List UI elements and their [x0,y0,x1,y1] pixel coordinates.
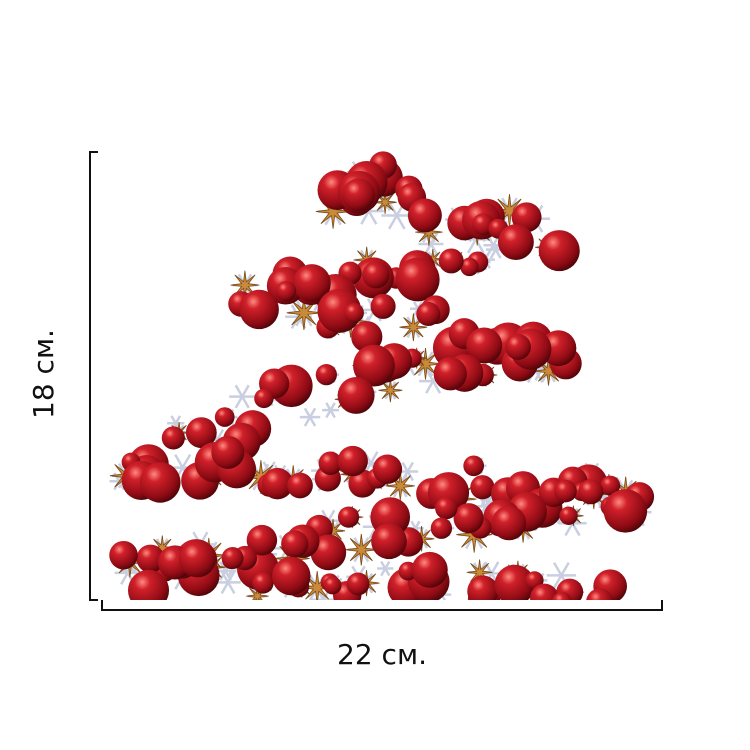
ornament-ball [370,293,396,319]
ornament-ball [435,496,458,520]
ornament-ball [221,547,244,570]
ornament-ball [276,280,297,302]
ornament-ball [178,540,216,578]
ornament-ball [453,503,484,534]
ornament-ball [211,435,245,469]
ornament-ball [246,524,278,556]
ornament-ball [161,426,185,450]
snowflake [303,407,317,427]
ornament-ball [185,417,217,449]
ornament-ball [559,506,578,525]
ornament-ball [438,248,464,274]
ornament-ball [586,588,614,600]
snowflake [552,561,570,589]
ornament-ball [351,321,383,353]
ornament-ball [109,540,138,570]
ornament-ball [139,462,181,503]
ornament-ball [407,198,442,233]
ornament-ball [136,544,165,573]
ornament-ball [470,475,495,500]
ornament-ball [310,534,347,571]
ornament-ball [460,257,479,277]
height-bracket [89,151,98,601]
ornament-ball [315,364,337,386]
ornament-ball [254,388,274,409]
ornament-ball [281,530,309,558]
ornament-ball [416,301,441,326]
ornament-ball [433,357,467,391]
ornament-ball [463,455,485,477]
garland-illustration [109,151,655,623]
ornament-ball [337,506,360,528]
snowflake [220,570,236,594]
ornament-ball [430,517,453,539]
width-bracket [101,600,663,611]
ornament-ball [362,261,390,289]
ornament-ball [271,556,311,596]
snowflake [577,601,590,623]
ornament-ball [554,479,577,503]
ornament-ball [337,376,375,414]
ornament-ball [395,257,440,302]
ornament-ball [318,451,343,475]
snowflake [582,606,590,620]
ornament-ball [504,333,531,360]
ornament-ball [494,564,535,600]
snowflake [380,560,391,577]
ornament-ball [292,264,331,302]
anise-star [576,603,596,623]
ornament-ball [239,289,279,330]
ornament-ball [344,303,364,323]
snowflake [582,606,590,620]
ornament-ball [323,576,342,595]
ornament-ball [214,407,235,427]
ornament-ball [353,344,395,387]
ornament-ball [600,475,621,496]
ornament-ball [466,327,503,364]
ornament-ball [287,472,313,499]
snowflake [577,601,590,623]
ornament-ball [372,454,403,484]
ornament-ball [578,479,604,505]
anise-star [378,378,403,403]
ornament-ball [530,583,559,600]
ornament-ball [371,523,407,560]
ornament-ball [337,445,368,477]
ornament-ball [346,572,370,596]
snowflake [325,402,336,419]
snowflake [234,384,250,409]
ornament-ball [252,572,274,594]
height-label: 18 см. [27,329,60,419]
ornament-ball [497,224,534,261]
ornament-ball [261,467,294,500]
ornament-ball [603,489,648,533]
ornament-ball [491,505,527,541]
ornament-ball [128,569,170,600]
ornament-ball [538,230,580,272]
snowflake [487,236,500,255]
ornament-ball [411,551,448,588]
ornament-ball [552,591,572,600]
ornament-ball [467,575,499,600]
width-label: 22 см. [337,638,427,671]
ornament-ball [342,178,375,211]
